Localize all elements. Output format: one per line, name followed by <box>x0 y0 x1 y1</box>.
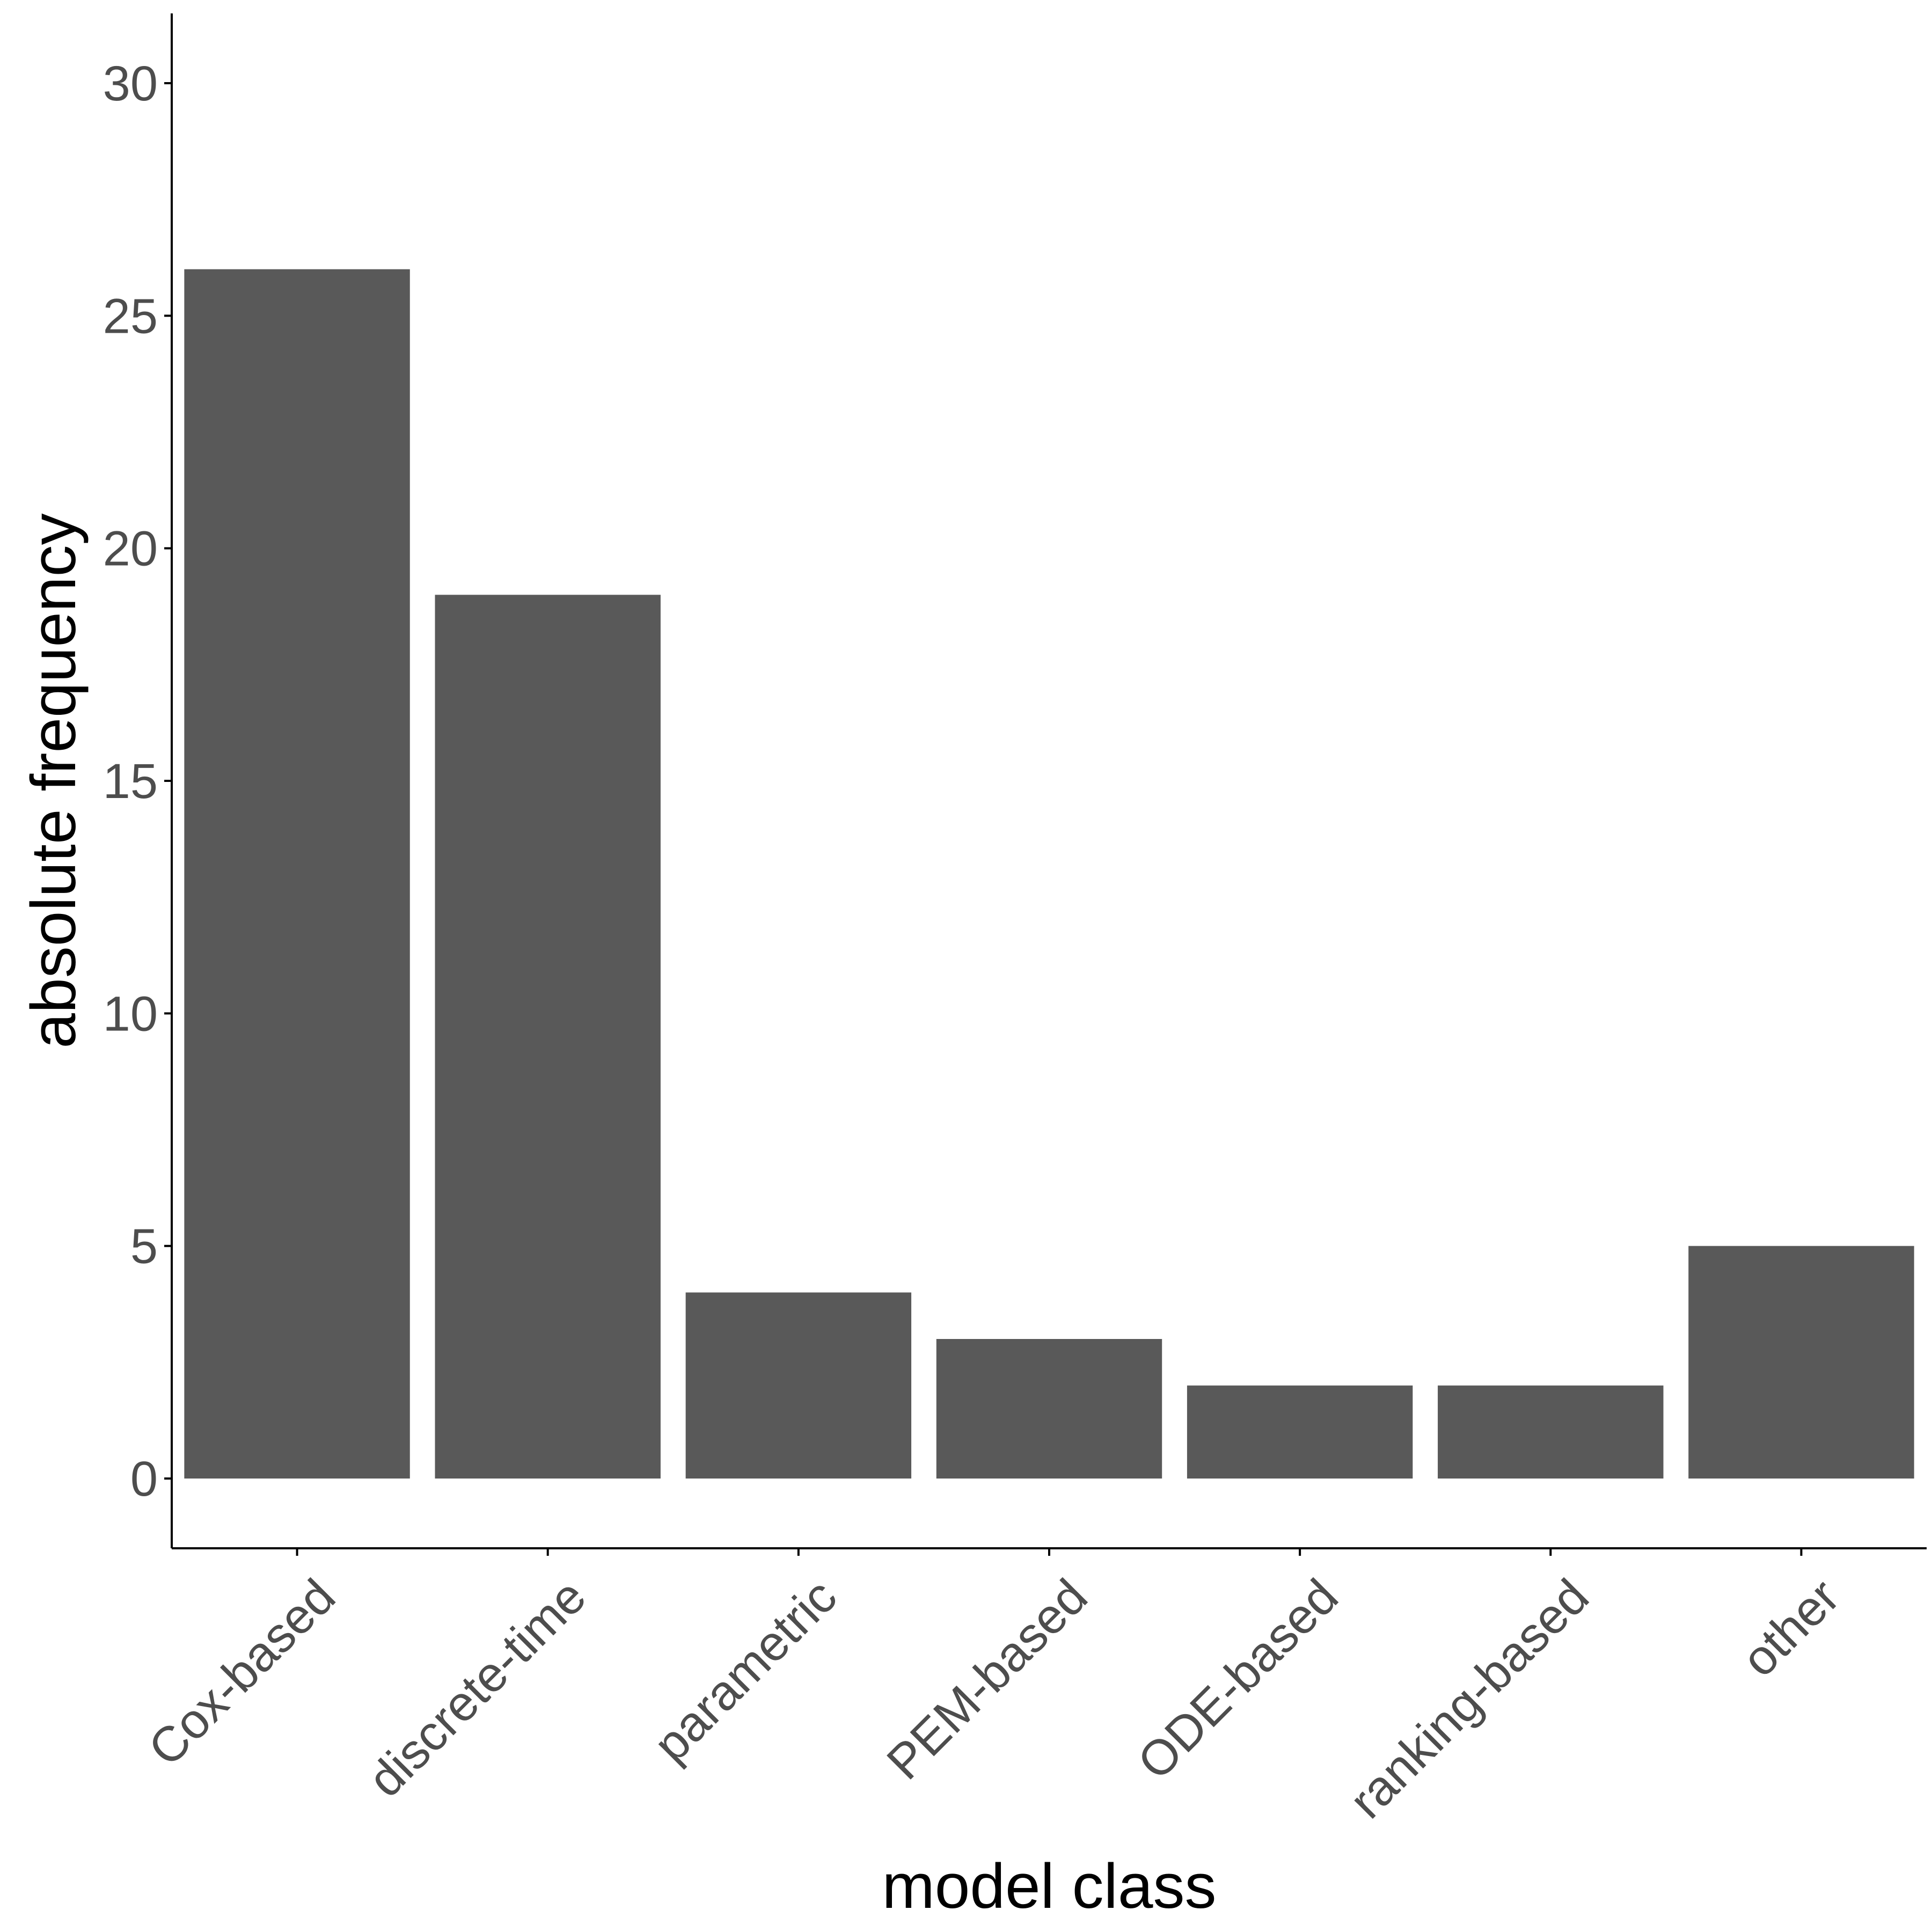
x-axis-ticks: Cox-based discrete-time parametric PEM-base… <box>138 1548 1850 1829</box>
y-tick-label: 0 <box>130 1452 158 1506</box>
y-tick-label: 30 <box>103 56 158 111</box>
bar-parametric <box>685 1292 912 1479</box>
bar-ode-based <box>1187 1385 1413 1479</box>
x-axis-title: model class <box>882 1851 1216 1922</box>
x-tick-label: discrete-time <box>358 1569 596 1807</box>
x-tick-label: other <box>1732 1569 1850 1687</box>
y-axis-title: absolute frequency <box>18 513 89 1048</box>
y-tick-label: 10 <box>103 986 158 1041</box>
x-tick-label: ranking-based <box>1339 1569 1599 1828</box>
x-tick-label: PEM-based <box>877 1569 1098 1790</box>
bar-ranking-based <box>1438 1385 1664 1479</box>
bar-cox-based <box>184 269 410 1479</box>
y-tick-label: 25 <box>103 289 158 343</box>
y-tick-label: 5 <box>130 1219 158 1274</box>
bars-layer <box>184 269 1914 1479</box>
bar-discrete-time <box>435 595 661 1479</box>
bar-pem-based <box>936 1339 1162 1479</box>
x-tick-label: parametric <box>643 1569 847 1772</box>
y-tick-label: 15 <box>103 754 158 809</box>
y-axis-ticks: 0 5 10 15 20 25 30 <box>103 56 172 1506</box>
y-tick-label: 20 <box>103 522 158 576</box>
x-tick-label: Cox-based <box>138 1569 346 1776</box>
x-tick-label: ODE-based <box>1128 1569 1349 1790</box>
bar-other <box>1688 1246 1914 1479</box>
